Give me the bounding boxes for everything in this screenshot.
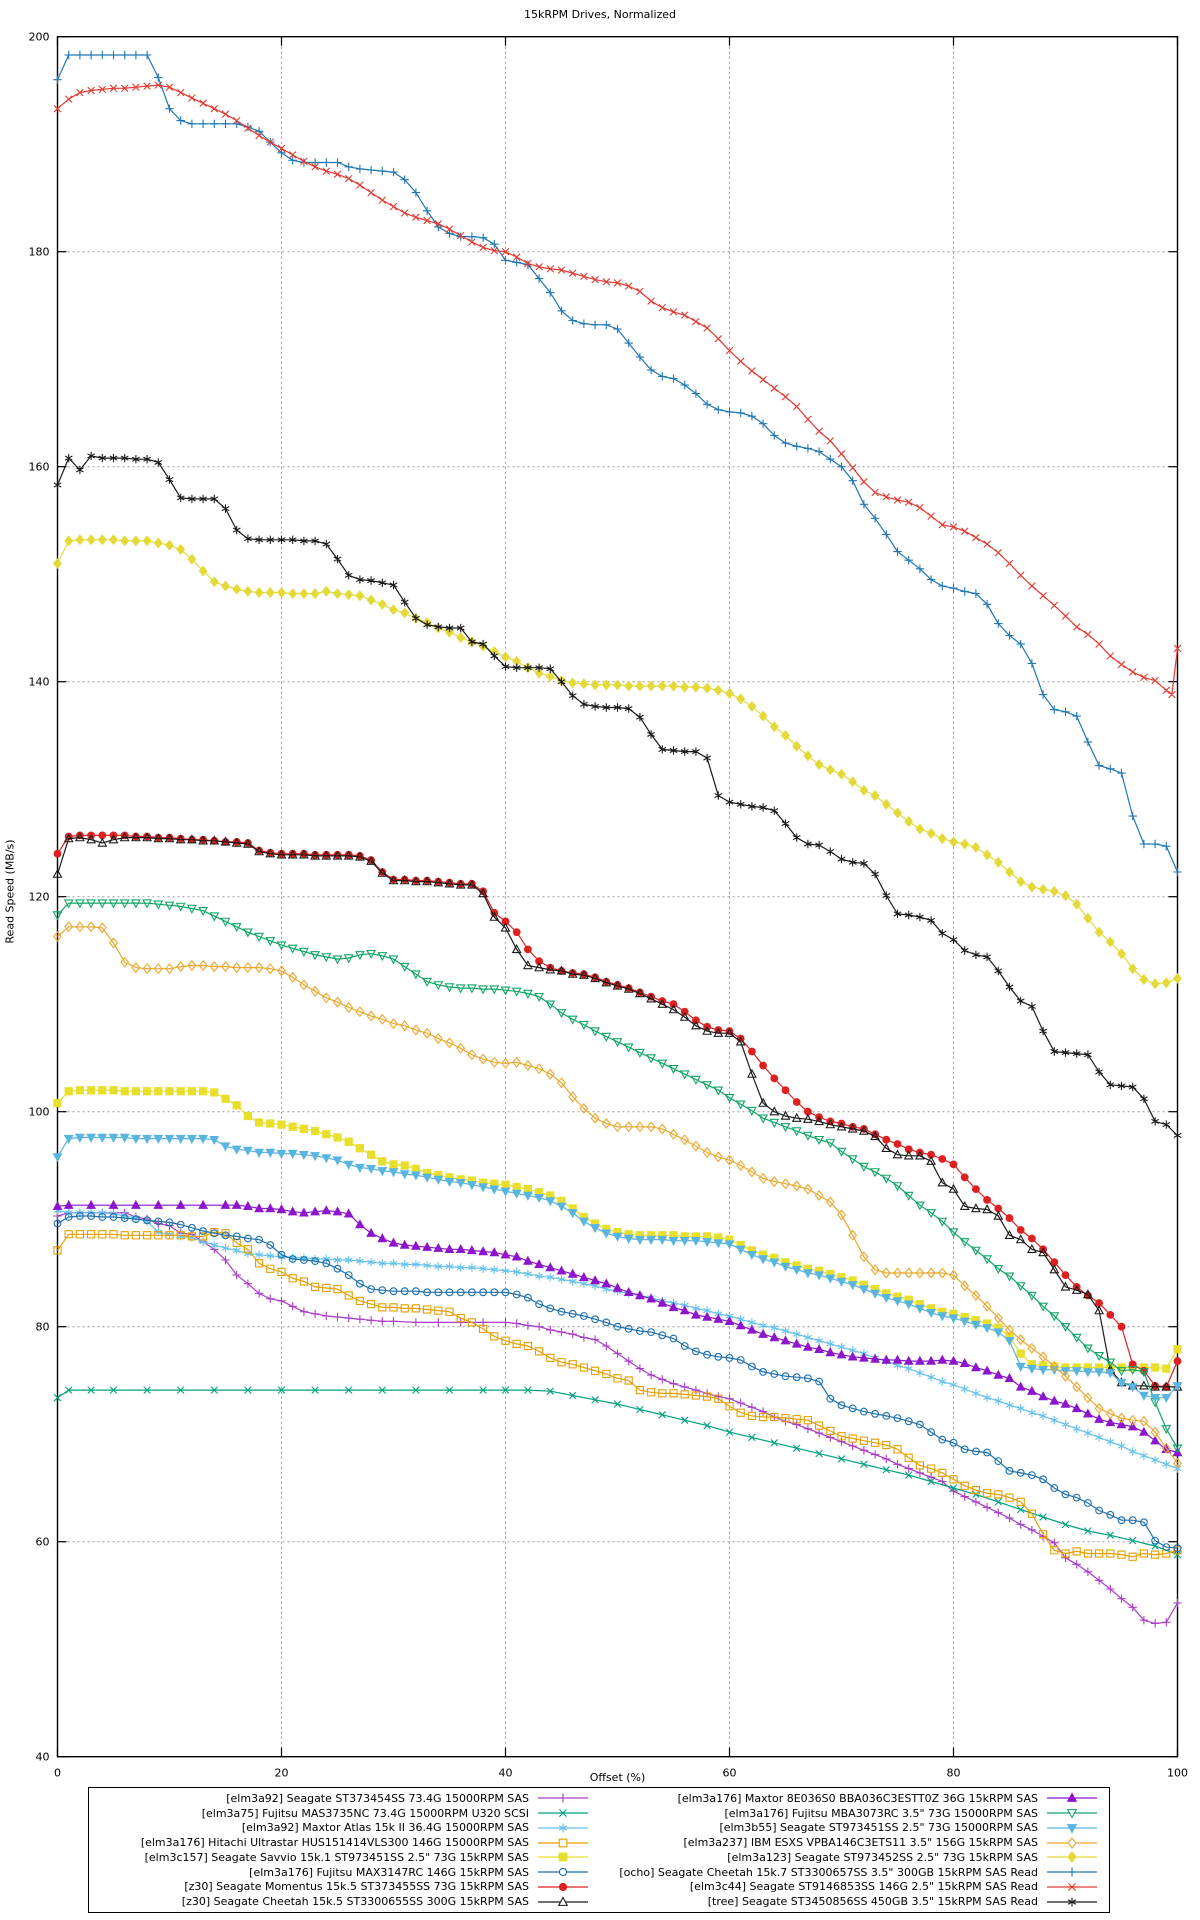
- legend-entry: [elm3c44] Seagate ST9146853SS 146G 2.5" …: [606, 1880, 1101, 1895]
- legend-entry: [z30] Seagate Cheetah 15k.5 ST3300655SS …: [97, 1894, 592, 1909]
- legend-label: [elm3a237] IBM ESXS VPBA146C3ETS11 3.5" …: [683, 1836, 1038, 1850]
- series-markers-8: [52, 1199, 1183, 1457]
- legend-marker-sample: [534, 1791, 592, 1805]
- y-tick-label: 180: [29, 246, 50, 259]
- y-tick-label: 100: [29, 1106, 50, 1119]
- legend-entry: [elm3a176] Fujitsu MAX3147RC 146G 15kRPM…: [97, 1865, 592, 1880]
- series-markers-10: [52, 1133, 1183, 1404]
- x-tick-label: 0: [54, 1767, 61, 1780]
- legend-entry: [elm3a75] Fujitsu MAS3735NC 73.4G 15000R…: [97, 1806, 592, 1821]
- series-markers-15: [53, 451, 1182, 1140]
- legend-label: [elm3a176] Fujitsu MAX3147RC 146G 15kRPM…: [249, 1865, 529, 1879]
- series-markers-14: [53, 81, 1182, 699]
- y-tick-label: 160: [29, 461, 50, 474]
- legend-marker-sample: [1043, 1850, 1101, 1864]
- series-line-0: [57, 1212, 1179, 1625]
- legend-marker-sample: [1043, 1880, 1101, 1894]
- legend-marker-sample: [534, 1806, 592, 1820]
- series-line-13: [56, 54, 1179, 873]
- legend-marker-sample: [534, 1880, 592, 1894]
- legend-marker-sample: [534, 1836, 592, 1850]
- x-tick-label: 100: [1167, 1767, 1188, 1780]
- legend-marker-sample: [1043, 1821, 1101, 1835]
- legend-entry: [z30] Seagate Momentus 15k.5 ST373455SS …: [97, 1880, 592, 1895]
- legend-entry: [elm3a176] Hitachi Ultrastar HUS151414VL…: [97, 1835, 592, 1850]
- y-tick-label: 200: [29, 31, 50, 44]
- legend-entry: [elm3b55] Seagate ST973451SS 2.5" 73G 15…: [606, 1821, 1101, 1836]
- legend-entry: [elm3a176] Maxtor 8E036S0 BBA036C3ESTT0Z…: [606, 1791, 1101, 1806]
- legend-entry: [ocho] Seagate Cheetah 15k.7 ST3300657SS…: [606, 1865, 1101, 1880]
- series-markers-3: [53, 1227, 1182, 1561]
- legend-marker-sample: [1043, 1865, 1101, 1879]
- legend-entry: [elm3c157] Seagate Savvio 15k.1 ST973451…: [97, 1850, 592, 1865]
- x-tick-label: 20: [275, 1767, 289, 1780]
- legend-marker-sample: [534, 1850, 592, 1864]
- y-tick-label: 120: [29, 891, 50, 904]
- legend-marker-sample: [1043, 1806, 1101, 1820]
- x-tick-label: 40: [499, 1767, 513, 1780]
- legend-label: [z30] Seagate Cheetah 15k.5 ST3300655SS …: [181, 1895, 529, 1909]
- legend-entry: [tree] Seagate ST3450856SS 450GB 3.5" 15…: [606, 1894, 1101, 1909]
- legend-marker-sample: [1043, 1895, 1101, 1909]
- series-line-11: [57, 926, 1178, 1464]
- legend-label: [elm3a75] Fujitsu MAS3735NC 73.4G 15000R…: [201, 1806, 529, 1820]
- legend-box: [elm3a92] Seagate ST373454SS 73.4G 15000…: [88, 1787, 1110, 1913]
- legend-label: [elm3c44] Seagate ST9146853SS 146G 2.5" …: [689, 1880, 1038, 1894]
- legend-label: [elm3b55] Seagate ST973451SS 2.5" 73G 15…: [719, 1821, 1038, 1835]
- legend-marker-sample: [534, 1821, 592, 1835]
- series-markers-5: [53, 1212, 1182, 1553]
- legend-entry: [elm3a123] Seagate ST973452SS 2.5" 73G 1…: [606, 1850, 1101, 1865]
- x-tick-label: 60: [723, 1767, 737, 1780]
- legend-label: [elm3c157] Seagate Savvio 15k.1 ST973451…: [144, 1850, 529, 1864]
- series-markers-1: [53, 1386, 1182, 1559]
- legend-label: [elm3a92] Maxtor Atlas 15k II 36.4G 1500…: [241, 1821, 529, 1835]
- series-markers-13: [53, 50, 1182, 877]
- legend-label: [elm3a176] Hitachi Ultrastar HUS151414VL…: [140, 1836, 529, 1850]
- series-line-1: [57, 1389, 1178, 1556]
- legend-label: [tree] Seagate ST3450856SS 450GB 3.5" 15…: [707, 1895, 1038, 1909]
- y-tick-label: 40: [36, 1751, 50, 1764]
- y-tick-label: 140: [29, 676, 50, 689]
- legend-label: [elm3a176] Fujitsu MBA3073RC 3.5" 73G 15…: [724, 1806, 1038, 1820]
- series-markers-6: [53, 831, 1182, 1391]
- legend-label: [elm3a176] Maxtor 8E036S0 BBA036C3ESTT0Z…: [677, 1791, 1038, 1805]
- legend-label: [ocho] Seagate Cheetah 15k.7 ST3300657SS…: [619, 1865, 1038, 1879]
- chart-title: 15kRPM Drives, Normalized: [523, 8, 677, 21]
- series-line-10: [56, 1136, 1178, 1399]
- legend-marker-sample: [1043, 1836, 1101, 1850]
- legend-marker-sample: [1043, 1791, 1101, 1805]
- legend-entry: [elm3a92] Maxtor Atlas 15k II 36.4G 1500…: [97, 1821, 592, 1836]
- x-axis-label: Offset (%): [589, 1771, 646, 1784]
- series-line-12: [56, 539, 1178, 985]
- series-line-7: [56, 836, 1178, 1388]
- legend-label: [z30] Seagate Momentus 15k.5 ST373455SS …: [184, 1880, 529, 1894]
- series-markers-11: [53, 921, 1182, 1469]
- series-line-15: [56, 455, 1178, 1136]
- legend-entry: [elm3a237] IBM ESXS VPBA146C3ETS11 3.5" …: [606, 1835, 1101, 1850]
- legend-label: [elm3a123] Seagate ST973452SS 2.5" 73G 1…: [727, 1850, 1038, 1864]
- series-markers-0: [53, 1208, 1182, 1628]
- legend-entry: [elm3a92] Seagate ST373454SS 73.4G 15000…: [97, 1791, 592, 1806]
- legend-marker-sample: [534, 1895, 592, 1909]
- y-tick-label: 60: [36, 1536, 50, 1549]
- x-tick-label: 80: [947, 1767, 961, 1780]
- legend-marker-sample: [534, 1865, 592, 1879]
- series-markers-7: [52, 832, 1183, 1391]
- series-markers-9: [52, 899, 1183, 1454]
- series-markers-2: [53, 1206, 1182, 1473]
- series-line-14: [57, 84, 1179, 696]
- legend-label: [elm3a92] Seagate ST373454SS 73.4G 15000…: [226, 1791, 529, 1805]
- legend-entry: [elm3a176] Fujitsu MBA3073RC 3.5" 73G 15…: [606, 1806, 1101, 1821]
- y-tick-label: 80: [36, 1321, 50, 1334]
- series-line-8: [57, 1204, 1178, 1454]
